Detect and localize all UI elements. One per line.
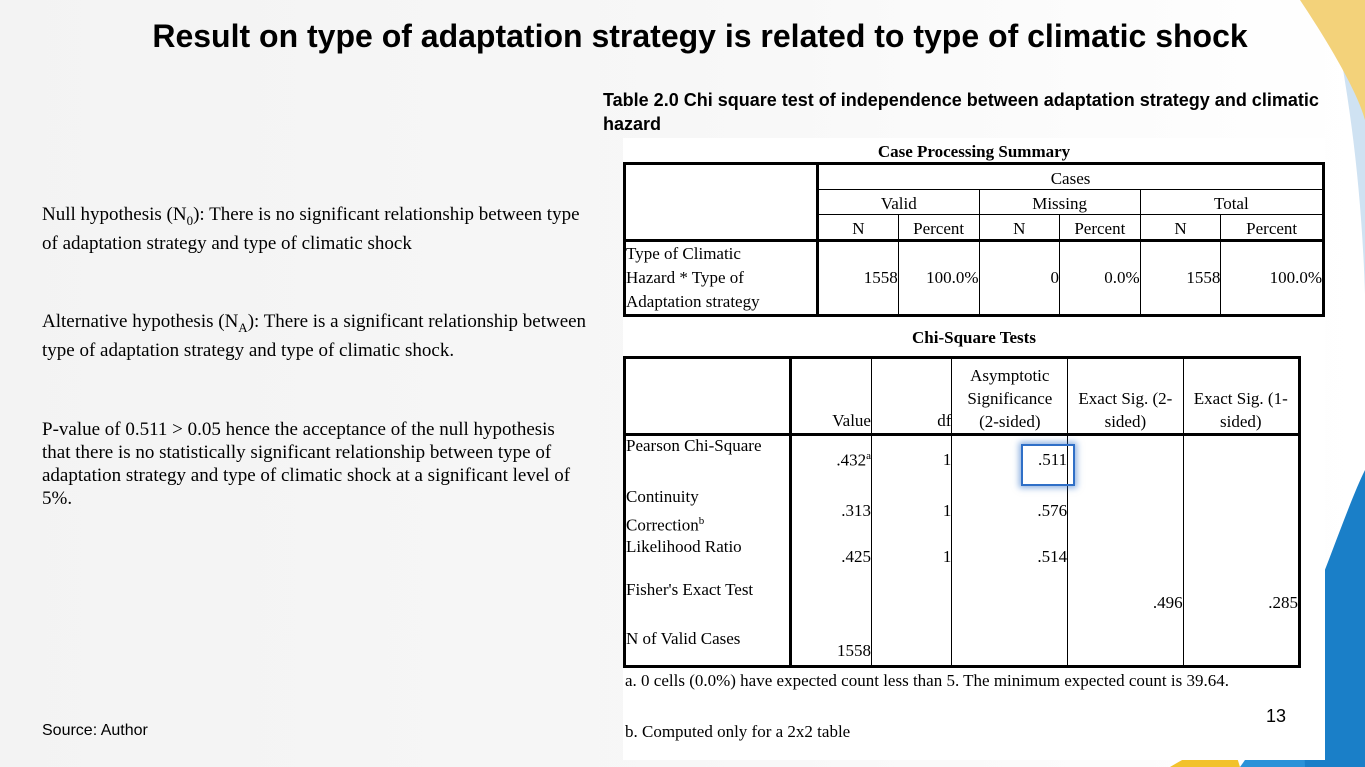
header-line: sided) <box>1104 412 1147 431</box>
row-label-line: Adaptation strategy <box>626 292 760 311</box>
row-label-likelihood: Likelihood Ratio <box>624 537 793 578</box>
header-exact-sig-2-sided: Exact Sig. (2- sided) <box>1067 357 1184 436</box>
row-label-climatic-hazard: Type of Climatic Hazard * Type of Adapta… <box>624 240 820 316</box>
header-df: df <box>871 357 953 436</box>
total-percent: 100.0% <box>1269 268 1322 287</box>
row-label-valid-cases: N of Valid Cases <box>624 629 793 667</box>
row-label-text: Correction <box>626 515 699 535</box>
likelihood-exact2 <box>1067 537 1184 578</box>
likelihood-value: .425 <box>790 537 872 578</box>
alt-hypothesis-prefix: Alternative hypothesis (N <box>42 311 239 332</box>
pearson-exact2 <box>1067 434 1184 485</box>
continuity-df: 1 <box>871 484 953 538</box>
header-line: Asymptotic <box>970 366 1050 385</box>
continuity-exact1 <box>1183 485 1299 538</box>
null-hypothesis-prefix: Null hypothesis (N <box>42 204 187 225</box>
case-summary-title: Case Processing Summary <box>877 142 1071 161</box>
group-valid: Valid <box>817 189 980 215</box>
header-line: Exact Sig. (1- <box>1193 389 1288 408</box>
row-label-line: Type of Climatic <box>626 244 741 263</box>
pvalue-conclusion: P-value of 0.511 > 0.05 hence the accept… <box>42 419 571 509</box>
pearson-value: .432a <box>790 434 872 485</box>
null-hypothesis-sub: 0 <box>186 212 194 228</box>
case-summary-corner <box>624 163 820 242</box>
valid-percent: 100.0% <box>898 240 980 316</box>
fisher-exact2: .496 <box>1067 577 1184 630</box>
valid-n: 1558 <box>817 240 899 316</box>
continuity-footnote: b <box>698 514 705 527</box>
subheader-percent: Percent <box>1059 214 1141 242</box>
subheader-percent: Percent <box>898 214 980 242</box>
footnote-a: a. 0 cells (0.0%) have expected count le… <box>625 671 1229 690</box>
null-hypothesis: Null hypothesis (N0): There is no signif… <box>42 203 587 255</box>
row-label-line: Hazard * Type of <box>626 268 744 287</box>
header-exact-sig-1-sided: Exact Sig. (1- sided) <box>1183 357 1300 436</box>
fisher-value <box>790 577 872 630</box>
missing-n: 0 <box>979 240 1060 316</box>
alt-hypothesis-sub: A <box>238 319 248 335</box>
subheader-n: N <box>817 214 899 242</box>
chi-square-corner <box>624 357 793 436</box>
footnote-b: b. Computed only for a 2x2 table <box>625 722 851 741</box>
likelihood-exact1 <box>1183 537 1299 577</box>
chi-square-table: Value df Asymptotic Significance (2-side… <box>623 356 1301 668</box>
header-line: Exact Sig. (2- <box>1078 389 1173 408</box>
cases-header: Cases <box>817 163 1324 190</box>
header-asymptotic-significance: Asymptotic Significance (2-sided) <box>951 357 1069 436</box>
row-label-pearson: Pearson Chi-Square <box>624 434 793 485</box>
group-total: Total <box>1140 189 1324 215</box>
pearson-exact1 <box>1183 435 1299 485</box>
pearson-value-footnote: a <box>866 449 871 462</box>
significance-highlight-box <box>1021 444 1075 486</box>
continuity-exact2 <box>1067 484 1184 538</box>
valid-cases-exact1 <box>1183 629 1299 666</box>
pearson-value-number: .432 <box>836 450 867 470</box>
row-label-fisher: Fisher's Exact Test <box>624 577 793 630</box>
fisher-asymptotic-sig <box>951 577 1069 630</box>
chi-square-title: Chi-Square Tests <box>912 328 1036 347</box>
source-note: Source: Author <box>42 722 148 739</box>
likelihood-asymptotic-sig: .514 <box>951 537 1069 578</box>
continuity-asymptotic-sig: .576 <box>951 484 1069 538</box>
valid-cases-asymptotic-sig <box>951 629 1069 667</box>
alt-hypothesis-text: ): There is a significant relationship b… <box>42 311 587 361</box>
header-line: Significance <box>967 389 1053 408</box>
null-hypothesis-text: ): There is no significant relationship … <box>42 204 580 254</box>
likelihood-df: 1 <box>871 537 953 578</box>
pearson-df: 1 <box>871 434 953 485</box>
header-line: sided) <box>1220 412 1262 431</box>
header-line: (2-sided) <box>979 412 1041 431</box>
row-label-line: Continuity <box>626 486 699 506</box>
group-missing: Missing <box>979 189 1141 215</box>
row-label-line: Correctionb <box>626 509 789 538</box>
alternative-hypothesis: Alternative hypothesis (NA): There is a … <box>42 310 587 362</box>
valid-cases-df <box>871 629 953 667</box>
page-number: 13 <box>1266 706 1287 726</box>
subheader-n: N <box>1140 214 1222 242</box>
slide-title: Result on type of adaptation strategy is… <box>152 18 1248 54</box>
continuity-value: .313 <box>790 484 872 538</box>
table-caption: Table 2.0 Chi square test of independenc… <box>603 90 1319 134</box>
header-value: Value <box>790 357 872 436</box>
valid-cases-value: 1558 <box>790 629 872 667</box>
valid-cases-exact2 <box>1067 629 1184 667</box>
fisher-df <box>871 577 953 630</box>
fisher-exact1: .285 <box>1268 593 1298 613</box>
total-n: 1558 <box>1140 240 1222 316</box>
pearson-asymptotic-sig: .511 <box>951 434 1069 485</box>
missing-percent: 0.0% <box>1059 240 1141 316</box>
subheader-n: N <box>979 214 1060 242</box>
subheader-percent: Percent <box>1220 214 1324 242</box>
case-summary-table: Cases Valid Missing Total N Percent N Pe… <box>623 162 1325 317</box>
row-label-continuity: Continuity Correctionb <box>624 484 793 538</box>
